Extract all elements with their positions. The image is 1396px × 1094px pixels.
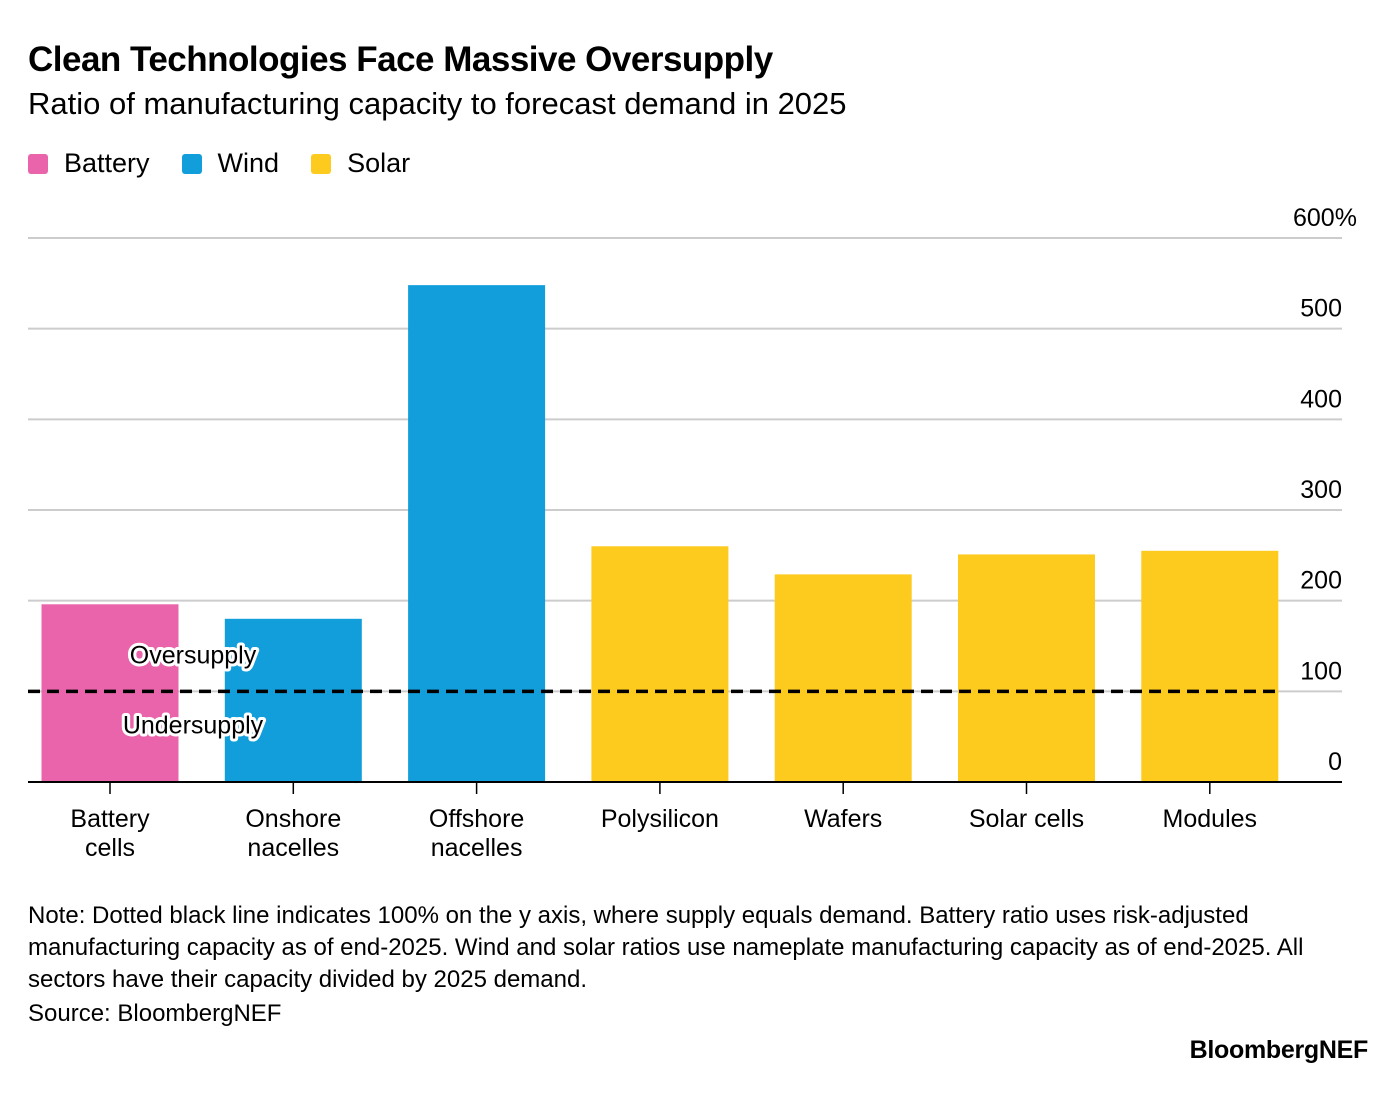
x-tick-label-3: Polysilicon bbox=[601, 805, 719, 833]
y-tick-label-0: 0 bbox=[1328, 748, 1342, 776]
legend-swatch-solar bbox=[311, 153, 332, 174]
legend-swatch-battery bbox=[28, 153, 48, 174]
y-tick-label-100: 100 bbox=[1300, 657, 1342, 685]
x-tick-label-2: Offshore nacelles bbox=[429, 805, 524, 862]
x-tick-label-6: Modules bbox=[1163, 805, 1258, 833]
bar-chart: 0 100 200 300 400 500 600% Battery cells Onshore n… bbox=[28, 204, 1357, 862]
y-tick-label-200: 200 bbox=[1300, 567, 1342, 595]
y-tick-label-400: 400 bbox=[1300, 385, 1342, 413]
y-tick-label-600: 600% bbox=[1293, 204, 1357, 232]
bar-offshore-nacelles bbox=[408, 285, 546, 782]
annotation-halo-undersupply: Undersupply bbox=[123, 711, 264, 739]
bar-solar-cells bbox=[958, 554, 1095, 782]
brand-logo-text: BloombergNEF bbox=[1189, 1036, 1369, 1064]
legend-label-wind: Wind bbox=[217, 148, 280, 178]
bar-polysilicon bbox=[591, 546, 729, 782]
bar-modules bbox=[1141, 550, 1279, 782]
chart-subtitle: Ratio of manufacturing capacity to forec… bbox=[28, 86, 847, 121]
chart-title: Clean Technologies Face Massive Oversupp… bbox=[28, 40, 773, 79]
chart-note: Note: Dotted black line indicates 100% o… bbox=[28, 902, 1304, 993]
legend: Battery Wind Solar bbox=[28, 148, 442, 179]
annotation-oversupply: Oversupply bbox=[130, 641, 257, 669]
x-tick-label-0: Battery cells bbox=[70, 805, 150, 862]
x-tick-label-4: Wafers bbox=[804, 805, 882, 833]
y-tick-label-500: 500 bbox=[1300, 295, 1342, 323]
chart-source: Source: BloombergNEF bbox=[28, 1000, 282, 1027]
x-tick-label-5: Solar cells bbox=[969, 805, 1084, 833]
bar-wafers bbox=[774, 574, 912, 782]
x-tick-label-1: Onshore nacelles bbox=[245, 805, 341, 862]
legend-item-wind: Wind bbox=[181, 148, 280, 179]
bar-onshore-nacelles bbox=[224, 618, 362, 782]
legend-item-battery: Battery bbox=[28, 148, 150, 179]
legend-label-battery: Battery bbox=[64, 148, 150, 178]
y-tick-label-300: 300 bbox=[1300, 476, 1342, 504]
legend-label-solar: Solar bbox=[347, 148, 411, 178]
bar-battery-cells bbox=[41, 604, 179, 782]
legend-swatch-wind bbox=[181, 153, 202, 174]
annotation-halo-oversupply: Oversupply bbox=[130, 641, 257, 669]
annotation-undersupply: Undersupply bbox=[123, 711, 264, 739]
legend-item-solar: Solar bbox=[311, 148, 410, 179]
